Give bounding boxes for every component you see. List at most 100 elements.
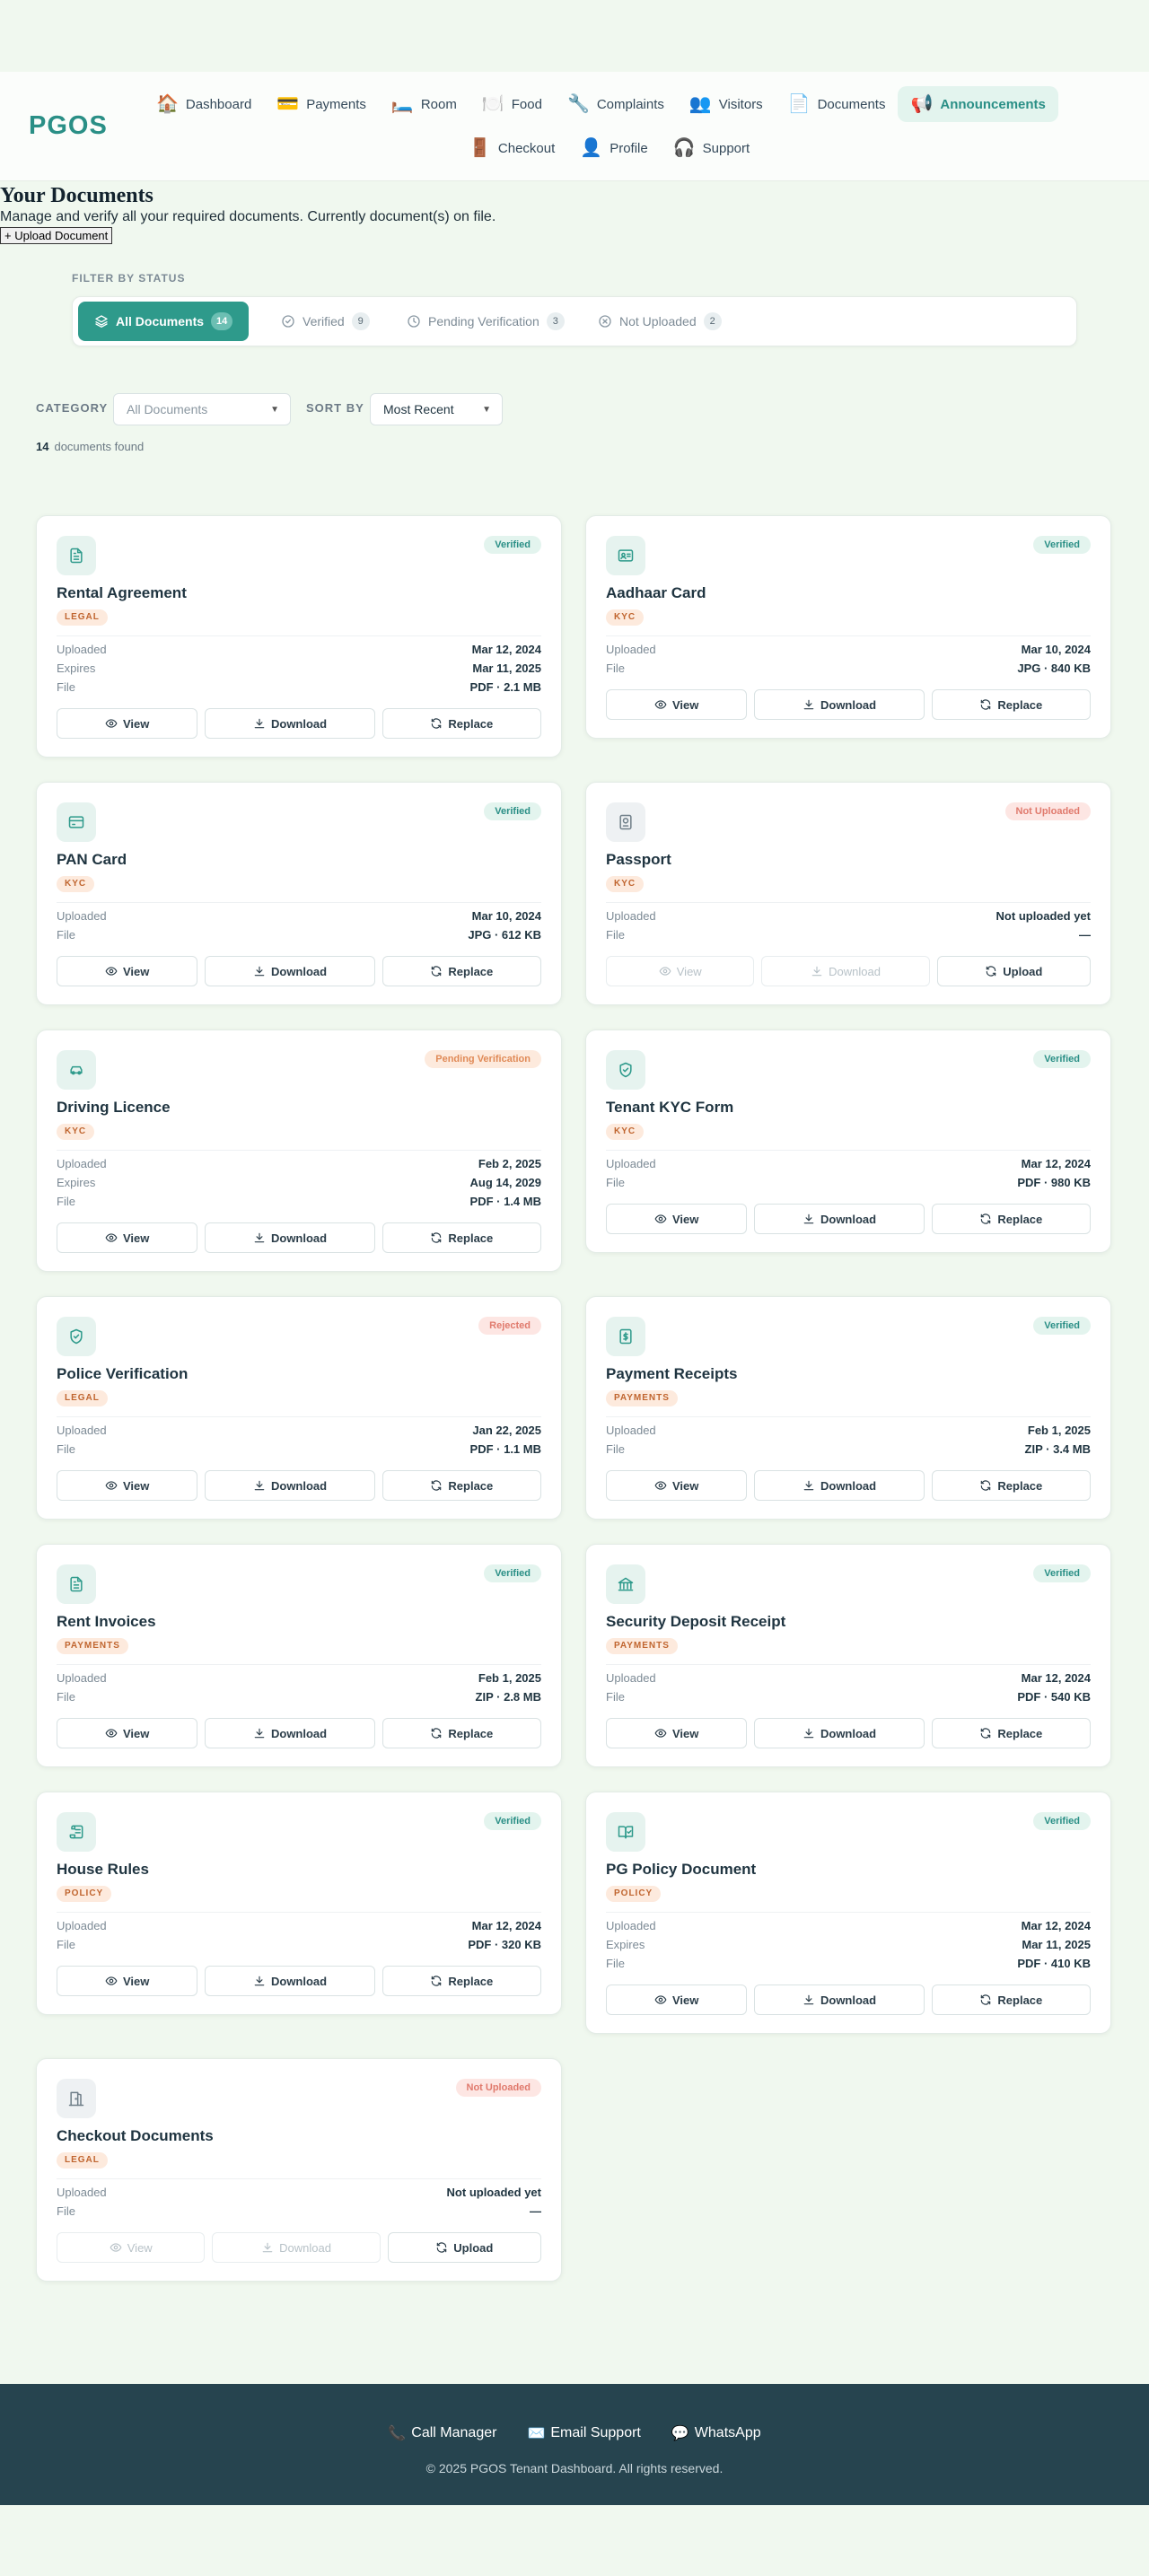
document-title: PG Policy Document (606, 1861, 757, 1878)
download-button[interactable]: Download (205, 1222, 375, 1253)
meta-key: Uploaded (606, 909, 656, 923)
document-meta: Uploaded Feb 1, 2025 File ZIP · 3.4 MB (606, 1416, 1091, 1459)
replace-button[interactable]: Replace (931, 1470, 1092, 1501)
replace-button[interactable]: Replace (931, 1204, 1092, 1234)
download-icon (253, 717, 266, 730)
view-button[interactable]: View (57, 956, 198, 986)
view-button[interactable]: View (606, 1718, 748, 1748)
refresh-icon (430, 1479, 443, 1492)
nav-item-visitors[interactable]: 👥 Visitors (677, 86, 776, 122)
view-button[interactable]: View (57, 708, 198, 739)
document-actions: View Download Replace (57, 1966, 542, 1996)
replace-button[interactable]: Replace (382, 708, 542, 739)
documents-icon: 📄 (787, 94, 811, 114)
nav-item-announcements[interactable]: 📢 Announcements (898, 86, 1058, 122)
replace-button[interactable]: Replace (382, 1718, 542, 1748)
footer-link-email-support[interactable]: ✉️ Email Support (527, 2424, 640, 2442)
nav-item-support[interactable]: 🎧 Support (661, 130, 762, 166)
download-button[interactable]: Download (205, 708, 375, 739)
filter-pill-label: Not Uploaded (619, 314, 697, 329)
download-button[interactable]: Download (205, 1470, 375, 1501)
meta-row: Uploaded Mar 10, 2024 (606, 640, 1091, 659)
nav-item-dashboard[interactable]: 🏠 Dashboard (144, 86, 264, 122)
download-button[interactable]: Download (754, 1718, 925, 1748)
filter-pill-all-documents[interactable]: All Documents 14 (78, 302, 250, 341)
refresh-icon (430, 1727, 443, 1739)
replace-button[interactable]: Replace (931, 1718, 1092, 1748)
view-button[interactable]: View (606, 689, 748, 720)
meta-value: Feb 1, 2025 (478, 1671, 541, 1685)
file-icon (57, 1564, 96, 1604)
meta-value: Not uploaded yet (446, 2186, 541, 2199)
document-meta: Uploaded Mar 12, 2024 File PDF · 540 KB (606, 1664, 1091, 1706)
nav-item-room[interactable]: 🛏️ Room (379, 86, 469, 122)
shield-check-icon (57, 1317, 96, 1356)
download-button[interactable]: Download (754, 689, 925, 720)
view-button[interactable]: View (606, 1985, 748, 2015)
download-button[interactable]: Download (205, 1966, 375, 1996)
view-button[interactable]: View (606, 1204, 748, 1234)
view-button[interactable]: View (57, 1718, 198, 1748)
replace-button[interactable]: Replace (382, 1966, 542, 1996)
view-button[interactable]: View (57, 1470, 198, 1501)
button-label: View (672, 1993, 699, 2007)
upload-button[interactable]: Upload (387, 2232, 541, 2263)
meta-key: Uploaded (57, 1671, 107, 1685)
eye-icon (105, 1231, 118, 1244)
eye-icon (105, 1727, 118, 1739)
page-subtitle: Manage and verify all your required docu… (0, 209, 496, 224)
filter-pill-pending-verification[interactable]: Pending Verification 3 (390, 302, 581, 341)
eye-icon (654, 1727, 667, 1739)
replace-button[interactable]: Replace (931, 689, 1092, 720)
meta-key: Uploaded (57, 1157, 107, 1170)
status-badge: Verified (484, 536, 541, 554)
upload-document-button[interactable]: + Upload Document (0, 227, 113, 244)
filter-pill-not-uploaded[interactable]: Not Uploaded 2 (582, 302, 738, 341)
view-button[interactable]: View (57, 1966, 198, 1996)
nav-item-food[interactable]: 🍽️ Food (469, 86, 555, 122)
filter-pill-count: 2 (703, 312, 722, 330)
download-button[interactable]: Download (754, 1985, 925, 2015)
download-button[interactable]: Download (754, 1204, 925, 1234)
filter-pill-verified[interactable]: Verified 9 (265, 302, 386, 341)
nav-item-documents[interactable]: 📄 Documents (776, 86, 899, 122)
nav-item-complaints[interactable]: 🔧 Complaints (555, 86, 677, 122)
brand-logo[interactable]: PGOS (29, 111, 108, 140)
category-select[interactable]: All Documents ▼ (113, 393, 291, 425)
nav-item-checkout[interactable]: 🚪 Checkout (456, 130, 567, 166)
nav-item-label: Announcements (940, 96, 1046, 112)
view-button[interactable]: View (606, 1470, 748, 1501)
replace-button[interactable]: Replace (382, 1470, 542, 1501)
button-label: Download (820, 1212, 877, 1226)
document-actions: View Download Replace (606, 689, 1092, 720)
upload-button[interactable]: Upload (936, 956, 1091, 986)
download-button[interactable]: Download (205, 956, 375, 986)
footer-link-call-manager[interactable]: 📞 Call Manager (388, 2424, 496, 2442)
meta-row: File — (606, 925, 1091, 944)
meta-row: Uploaded Feb 1, 2025 (57, 1669, 541, 1687)
nav-item-label: Complaints (596, 96, 664, 112)
eye-icon (654, 1993, 667, 2006)
view-button[interactable]: View (57, 1222, 198, 1253)
replace-button[interactable]: Replace (382, 1222, 542, 1253)
sort-select[interactable]: Most Recent ▼ (370, 393, 503, 425)
receipt-icon (606, 1317, 645, 1356)
nav-item-label: Visitors (718, 96, 763, 112)
category-badge: LEGAL (57, 2152, 108, 2169)
replace-button[interactable]: Replace (382, 956, 542, 986)
button-label: Replace (448, 1974, 494, 1988)
download-button[interactable]: Download (205, 1718, 375, 1748)
download-button[interactable]: Download (754, 1470, 925, 1501)
eye-icon (659, 965, 671, 977)
meta-row: Uploaded Feb 1, 2025 (606, 1421, 1091, 1440)
replace-button[interactable]: Replace (931, 1985, 1092, 2015)
button-label: View (672, 1726, 699, 1740)
nav-item-payments[interactable]: 💳 Payments (264, 86, 379, 122)
meta-row: Expires Mar 11, 2025 (606, 1935, 1091, 1954)
nav-item-profile[interactable]: 👤 Profile (567, 130, 660, 166)
document-actions: View Download Replace (57, 956, 542, 986)
footer-link-whatsapp[interactable]: 💬 WhatsApp (671, 2424, 761, 2442)
meta-key: File (606, 1690, 625, 1704)
document-card: Verified Tenant KYC Form KYC Uploaded Mar 12… (585, 1030, 1111, 1253)
status-badge: Verified (1033, 1317, 1091, 1335)
